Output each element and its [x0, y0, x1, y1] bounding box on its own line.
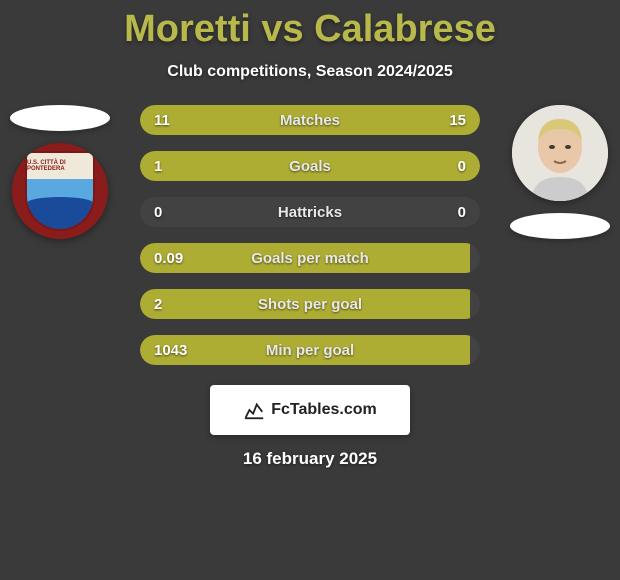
stat-label: Min per goal [140, 342, 480, 359]
stat-row: 1115Matches [140, 105, 480, 135]
stat-row: 00Hattricks [140, 197, 480, 227]
subtitle: Club competitions, Season 2024/2025 [0, 63, 620, 81]
stat-row: 10Goals [140, 151, 480, 181]
branding-text: FcTables.com [271, 401, 377, 419]
chart-icon [243, 399, 265, 421]
left-ellipse-decor [10, 105, 110, 131]
crest-bottom-band [27, 209, 93, 231]
stat-label: Goals [140, 158, 480, 175]
left-player-column: U.S. CITTÀ DI PONTEDERA [10, 105, 110, 239]
stat-bars: 1115Matches 10Goals 00Hattricks 0.09Goals p… [140, 105, 480, 365]
crest-mid-band [27, 179, 93, 209]
right-ellipse-decor [510, 213, 610, 239]
stat-row: 1043Min per goal [140, 335, 480, 365]
branding-badge: FcTables.com [210, 385, 410, 435]
stat-label: Shots per goal [140, 296, 480, 313]
stat-label: Hattricks [140, 204, 480, 221]
stat-row: 2Shots per goal [140, 289, 480, 319]
right-player-avatar [512, 105, 608, 201]
right-player-column [510, 105, 610, 239]
stat-row: 0.09Goals per match [140, 243, 480, 273]
crest-top-banner: U.S. CITTÀ DI PONTEDERA [27, 153, 93, 179]
left-club-crest: U.S. CITTÀ DI PONTEDERA [12, 143, 108, 239]
avatar-placeholder-icon [512, 105, 608, 201]
stat-label: Matches [140, 112, 480, 129]
date-label: 16 february 2025 [0, 449, 620, 469]
stats-area: U.S. CITTÀ DI PONTEDERA 1115Matches 10Goa… [0, 105, 620, 365]
stat-label: Goals per match [140, 250, 480, 267]
page-title: Moretti vs Calabrese [0, 0, 620, 51]
